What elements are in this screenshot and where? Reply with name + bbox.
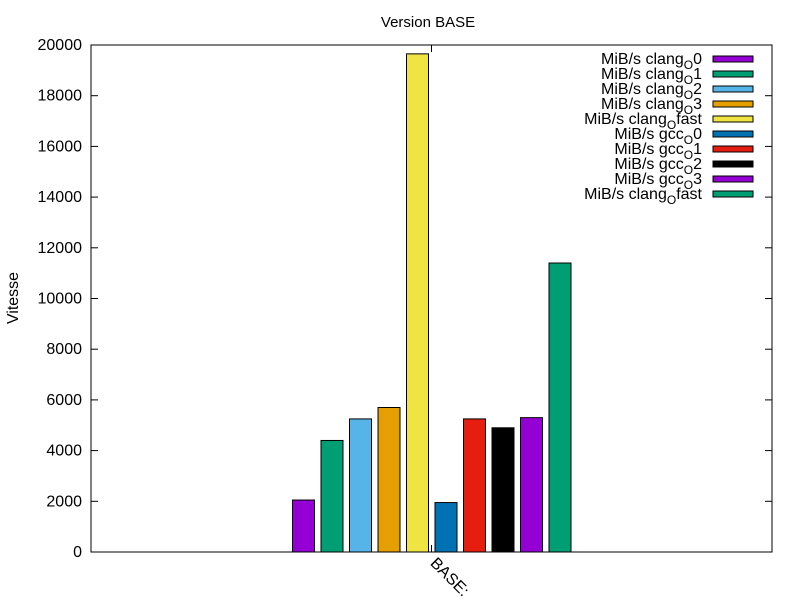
bar	[349, 418, 372, 553]
y-tick-label: 4000	[46, 443, 82, 460]
legend-swatch	[712, 100, 754, 108]
legend-swatch	[712, 145, 754, 153]
legend-label: MiB/s clangO2	[601, 81, 702, 102]
bar	[463, 418, 486, 553]
legend-item: MiB/s gccO0	[614, 126, 754, 147]
legend-item: MiB/s clangO3	[601, 96, 754, 117]
legend-label: MiB/s clangO3	[601, 96, 702, 117]
bar	[406, 53, 429, 553]
y-tick-label: 14000	[38, 189, 83, 206]
legend-item: MiB/s clangOfast	[584, 111, 754, 132]
y-axis-label: Vitesse	[5, 272, 22, 324]
y-tick-label: 8000	[46, 341, 82, 358]
y-tick-label: 10000	[38, 291, 83, 308]
legend-label: MiB/s clangOfast	[584, 111, 702, 132]
legend-label: MiB/s gccO1	[614, 141, 702, 162]
y-tick-label: 6000	[46, 392, 82, 409]
bar	[320, 439, 344, 553]
legend-item: MiB/s clangO2	[601, 81, 754, 102]
legend-item: MiB/s gccO1	[614, 141, 754, 162]
legend-label: MiB/s gccO3	[614, 171, 702, 192]
legend-item: MiB/s gccO2	[614, 156, 754, 177]
legend-swatch	[712, 55, 754, 63]
bar	[548, 262, 572, 553]
y-tick-label: 2000	[46, 493, 82, 510]
legend-label: MiB/s gccO0	[614, 126, 702, 147]
legend-item: MiB/s clangO1	[601, 66, 754, 87]
bar	[520, 417, 543, 553]
legend-swatch	[712, 175, 754, 183]
legend-swatch	[712, 160, 754, 168]
legend-item: MiB/s clangO0	[601, 51, 754, 72]
bar	[377, 407, 401, 553]
legend-swatch	[712, 190, 754, 198]
legend-label: MiB/s clangO1	[601, 66, 702, 87]
legend-swatch	[712, 85, 754, 93]
y-tick-label: 0	[73, 544, 82, 561]
legend-item: MiB/s clangOfast	[584, 186, 754, 207]
y-tick-label: 12000	[38, 240, 83, 257]
chart-title: Version BASE	[381, 14, 475, 31]
legend-swatch	[712, 70, 754, 78]
legend-swatch	[712, 115, 754, 123]
legend-label: MiB/s clangO0	[601, 51, 702, 72]
legend-label: MiB/s gccO2	[614, 156, 702, 177]
y-tick-label: 18000	[38, 88, 83, 105]
bar	[292, 499, 315, 553]
bar	[434, 502, 458, 553]
legend-item: MiB/s gccO3	[614, 171, 754, 192]
legend-label: MiB/s clangOfast	[584, 186, 702, 207]
x-tick-label: BASE:	[427, 555, 472, 600]
y-tick-label: 16000	[38, 138, 83, 155]
legend-swatch	[712, 130, 754, 138]
y-tick-label: 20000	[38, 37, 83, 54]
bar	[491, 427, 515, 553]
